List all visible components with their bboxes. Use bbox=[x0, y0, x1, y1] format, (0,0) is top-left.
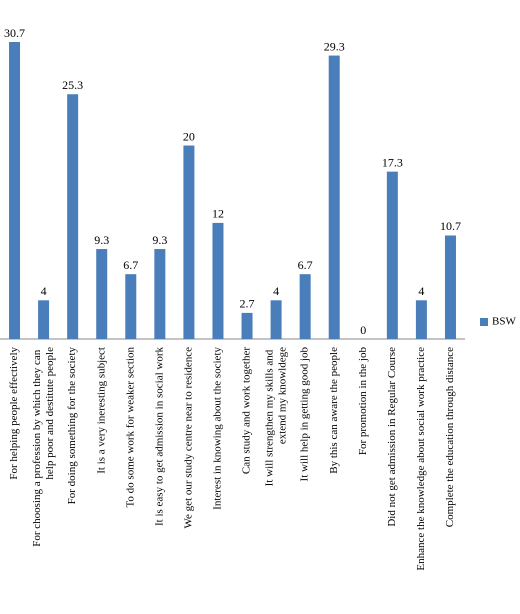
value-label: 12 bbox=[212, 207, 224, 221]
value-label: 29.3 bbox=[324, 39, 345, 53]
value-label: 17.3 bbox=[382, 155, 403, 169]
x-tick-label: We get our study centre near to residenc… bbox=[182, 347, 194, 529]
bar bbox=[9, 42, 21, 339]
bar bbox=[67, 94, 79, 339]
x-tick-label: For choosing a profession by which they … bbox=[31, 347, 56, 547]
value-label: 4 bbox=[273, 284, 279, 298]
bar bbox=[328, 55, 340, 339]
value-label: 6.7 bbox=[123, 258, 138, 272]
bar bbox=[386, 171, 398, 339]
bar bbox=[125, 274, 137, 339]
bar bbox=[154, 249, 166, 339]
value-label: 25.3 bbox=[62, 78, 83, 92]
value-label: 4 bbox=[41, 284, 47, 298]
bar bbox=[38, 300, 50, 339]
legend-label: BSW bbox=[492, 316, 516, 328]
x-tick-label: For promotion in the job bbox=[357, 347, 369, 456]
x-tick-label: It will strengthen my skills and extend … bbox=[263, 347, 288, 486]
bar bbox=[299, 274, 311, 339]
value-label: 30.7 bbox=[4, 26, 25, 40]
bar bbox=[96, 249, 108, 339]
value-label: 9.3 bbox=[94, 233, 109, 247]
x-tick-label: It will help in getting good job bbox=[299, 347, 311, 482]
value-label: 0 bbox=[360, 323, 366, 337]
x-tick-label: Interest in knowing about the society bbox=[212, 347, 224, 510]
bar bbox=[444, 235, 456, 339]
value-label: 6.7 bbox=[298, 258, 313, 272]
bar bbox=[212, 222, 224, 339]
label-line: extend my knowldege bbox=[276, 347, 288, 444]
x-tick-label: For helping people effectively bbox=[8, 347, 20, 480]
x-tick-label: It is easy to get admission in social wo… bbox=[153, 347, 165, 527]
value-label: 10.7 bbox=[440, 219, 461, 233]
x-tick-label: Can study and work together bbox=[241, 347, 253, 474]
x-tick-label: Enhance the knowledge about social work … bbox=[415, 347, 427, 571]
label-line: It will strengthen my skills and bbox=[263, 347, 275, 486]
x-tick-label: It is a very ineresting subject bbox=[95, 347, 107, 474]
x-tick-label: To do some work for weaker section bbox=[124, 347, 136, 508]
value-label: 9.3 bbox=[152, 233, 167, 247]
x-tick-label: Did not get admission in Regular Course bbox=[386, 347, 398, 527]
bar bbox=[241, 312, 253, 339]
bar bbox=[183, 145, 195, 339]
label-line: For choosing a profession by which they … bbox=[31, 347, 43, 547]
x-tick-label: By this can aware the people bbox=[328, 347, 340, 474]
bar bbox=[270, 300, 282, 339]
x-tick-label: Complete the education through distance bbox=[444, 347, 456, 527]
label-line: help poor and destitute people bbox=[44, 347, 56, 480]
value-label: 4 bbox=[418, 284, 424, 298]
legend-swatch bbox=[480, 318, 488, 326]
bar bbox=[415, 300, 427, 339]
value-label: 2.7 bbox=[240, 297, 255, 311]
x-tick-label: For doing something for the society bbox=[66, 347, 78, 505]
value-label: 20 bbox=[183, 129, 195, 143]
